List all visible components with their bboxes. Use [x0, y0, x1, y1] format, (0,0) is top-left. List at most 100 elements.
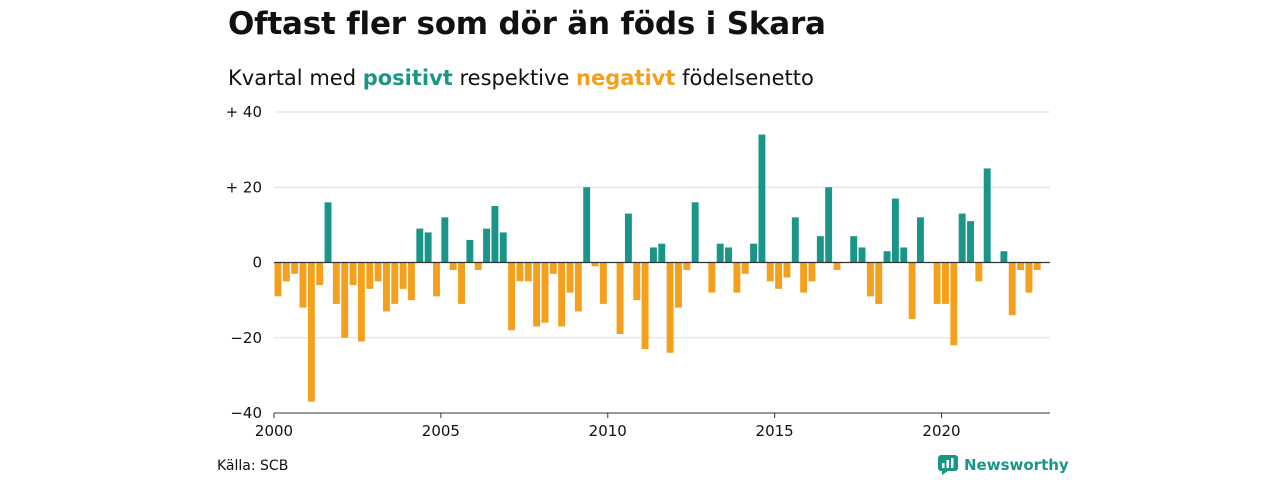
bar — [866, 262, 874, 297]
newsworthy-logo-icon — [938, 455, 958, 475]
bar — [783, 262, 791, 278]
bar — [274, 262, 282, 297]
bar — [558, 262, 566, 327]
bar — [808, 262, 816, 282]
bar — [883, 251, 891, 263]
subtitle-middle: respektive — [452, 66, 577, 90]
bar — [750, 243, 758, 263]
bar — [616, 262, 624, 334]
y-tick-label: −40 — [230, 404, 262, 422]
bar — [858, 247, 866, 263]
bar — [833, 262, 841, 271]
bar — [775, 262, 783, 289]
bar — [649, 247, 657, 263]
bar — [641, 262, 649, 350]
bar — [1008, 262, 1016, 316]
x-tick-label: 2015 — [756, 422, 794, 440]
bar — [583, 187, 591, 263]
bar — [741, 262, 749, 274]
bar — [725, 247, 732, 263]
bar — [983, 168, 991, 263]
y-tick-label: −20 — [230, 329, 262, 347]
bar — [875, 262, 883, 304]
bar — [399, 262, 407, 289]
bar — [282, 262, 290, 282]
x-tick-label: 2010 — [589, 422, 627, 440]
logo-text: Newsworthy — [964, 456, 1069, 474]
bar — [791, 217, 799, 263]
bar — [624, 213, 632, 263]
bar — [299, 262, 307, 308]
y-tick-label: + 20 — [226, 178, 262, 196]
bar — [341, 262, 349, 338]
bar — [499, 232, 507, 263]
bar — [508, 262, 516, 331]
bar — [708, 262, 716, 293]
bar — [1025, 262, 1033, 293]
bar — [933, 262, 941, 304]
subtitle-positive: positivt — [362, 66, 453, 90]
bar — [591, 262, 599, 267]
bar — [491, 206, 499, 263]
bar — [1033, 262, 1041, 271]
chart-subtitle: Kvartal med positivt respektive negativt… — [228, 66, 814, 90]
bar — [908, 262, 916, 319]
bar — [424, 232, 432, 263]
bar — [758, 134, 766, 263]
bar — [449, 262, 457, 271]
x-tick-label: 2020 — [922, 422, 960, 440]
bar — [408, 262, 415, 301]
bar — [332, 262, 340, 304]
bar — [349, 262, 357, 286]
bar — [374, 262, 382, 282]
bar — [666, 262, 674, 353]
bar — [800, 262, 808, 293]
bar — [458, 262, 465, 304]
bar — [675, 262, 682, 308]
bar — [942, 262, 949, 304]
bar — [382, 262, 390, 312]
subtitle-suffix: födelsenetto — [675, 66, 814, 90]
subtitle-prefix: Kvartal med — [228, 66, 363, 90]
bar — [474, 262, 482, 271]
bar — [541, 262, 549, 323]
bar — [891, 198, 899, 263]
bar — [658, 243, 666, 263]
bar — [566, 262, 574, 293]
y-tick-label: + 40 — [226, 103, 262, 121]
bar — [483, 228, 491, 263]
bar — [441, 217, 449, 263]
bar — [900, 247, 908, 263]
bar — [291, 262, 299, 274]
bar — [825, 187, 833, 263]
bar — [574, 262, 582, 312]
bar — [433, 262, 440, 297]
bar — [466, 239, 474, 263]
newsworthy-logo: Newsworthy — [938, 455, 1069, 475]
chart-title: Oftast fler som dör än föds i Skara — [228, 6, 826, 42]
bar — [958, 213, 966, 263]
bar — [391, 262, 399, 304]
subtitle-negative: negativt — [576, 66, 676, 90]
bar — [816, 236, 824, 263]
bar — [716, 243, 724, 263]
bar — [850, 236, 858, 263]
bar — [516, 262, 524, 282]
x-tick-label: 2005 — [422, 422, 460, 440]
bar — [524, 262, 532, 282]
x-tick-label: 2000 — [255, 422, 293, 440]
bar — [1017, 262, 1025, 271]
bar — [324, 202, 332, 263]
bar — [549, 262, 557, 274]
bar — [1000, 251, 1008, 263]
bar — [357, 262, 365, 342]
bar — [916, 217, 924, 263]
bar — [950, 262, 958, 346]
source-label: Källa: SCB — [217, 458, 289, 474]
bar — [975, 262, 983, 282]
bar — [307, 262, 315, 402]
bar — [633, 262, 641, 301]
bar — [691, 202, 699, 263]
bar — [683, 262, 691, 271]
